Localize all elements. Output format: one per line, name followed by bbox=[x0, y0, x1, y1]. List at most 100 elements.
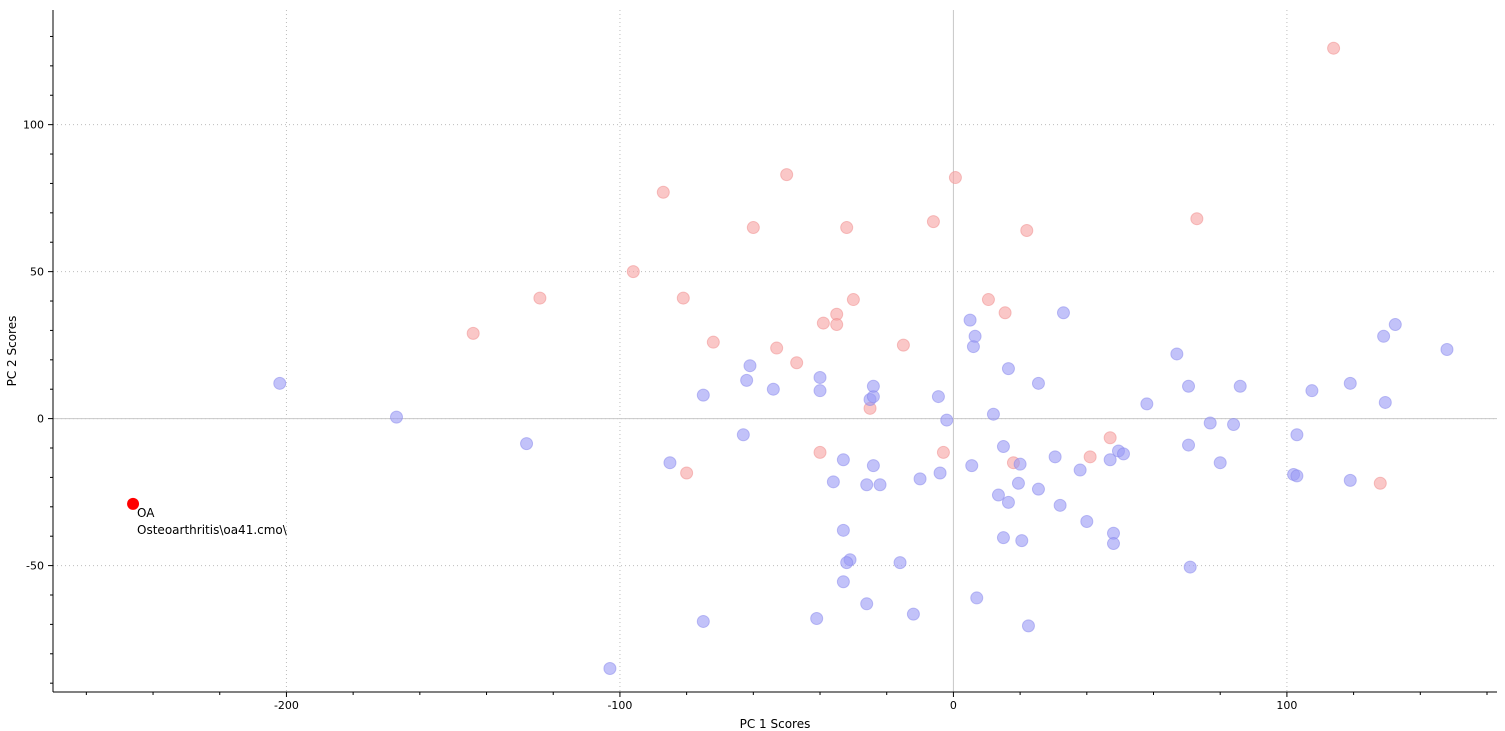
data-point bbox=[1203, 416, 1217, 430]
data-point bbox=[1053, 498, 1067, 512]
data-point bbox=[998, 306, 1012, 320]
data-point bbox=[1021, 619, 1035, 633]
data-point bbox=[836, 523, 850, 537]
data-point bbox=[696, 388, 710, 402]
data-point bbox=[1116, 447, 1130, 461]
highlighted-point-group: OA Osteoarthritis\oa41.cmo\ bbox=[127, 497, 288, 537]
data-point bbox=[970, 591, 984, 605]
data-points bbox=[273, 41, 1454, 675]
data-point bbox=[1440, 343, 1454, 357]
data-point bbox=[816, 316, 830, 330]
data-point bbox=[940, 413, 954, 427]
data-point bbox=[603, 661, 617, 675]
data-point bbox=[706, 335, 720, 349]
data-point bbox=[813, 445, 827, 459]
data-point bbox=[1013, 457, 1027, 471]
data-point bbox=[743, 359, 757, 373]
data-point bbox=[1080, 515, 1094, 528]
data-point bbox=[813, 370, 827, 384]
data-point bbox=[1378, 395, 1392, 409]
data-point bbox=[1182, 438, 1196, 452]
data-point bbox=[273, 376, 287, 390]
data-point bbox=[996, 531, 1010, 545]
data-point bbox=[1103, 431, 1117, 445]
highlight-label-file: Osteoarthritis\oa41.cmo\ bbox=[137, 523, 288, 537]
data-point bbox=[1031, 482, 1045, 496]
y-axis-title: PC 2 Scores bbox=[5, 316, 19, 387]
data-point bbox=[736, 428, 750, 442]
data-point bbox=[986, 407, 1000, 421]
data-point bbox=[866, 379, 880, 393]
data-point bbox=[813, 384, 827, 398]
data-point bbox=[1015, 534, 1029, 548]
data-point bbox=[520, 437, 534, 451]
y-tick-label: 100 bbox=[23, 119, 44, 132]
data-point bbox=[1056, 306, 1070, 320]
data-point bbox=[1020, 223, 1034, 237]
data-point bbox=[860, 478, 874, 492]
x-axis-title: PC 1 Scores bbox=[740, 717, 811, 731]
data-point bbox=[996, 440, 1010, 454]
data-point bbox=[1170, 347, 1184, 361]
data-point bbox=[740, 373, 754, 387]
data-point bbox=[1031, 376, 1045, 390]
data-point bbox=[1183, 560, 1197, 574]
data-point bbox=[1190, 212, 1204, 226]
data-point bbox=[1377, 329, 1391, 343]
data-point bbox=[896, 338, 910, 352]
data-point bbox=[1073, 463, 1087, 477]
data-point bbox=[836, 575, 850, 589]
data-point bbox=[931, 390, 945, 404]
data-point bbox=[926, 215, 940, 229]
data-point bbox=[1083, 450, 1097, 464]
data-point bbox=[991, 488, 1005, 502]
axes bbox=[48, 10, 1497, 697]
highlight-label-class: OA bbox=[137, 506, 155, 520]
data-point bbox=[981, 293, 995, 307]
tick-labels: -200 -100 0 100 -50 0 50 100 bbox=[23, 119, 1297, 712]
data-point bbox=[826, 475, 840, 489]
y-tick-label: 50 bbox=[30, 266, 44, 279]
data-point bbox=[1213, 456, 1227, 470]
data-point bbox=[840, 556, 854, 570]
data-point bbox=[770, 341, 784, 355]
data-point bbox=[963, 313, 977, 327]
data-point bbox=[780, 168, 794, 182]
data-point bbox=[1182, 379, 1196, 393]
data-point bbox=[913, 472, 927, 486]
data-point bbox=[1343, 376, 1357, 390]
highlighted-point[interactable] bbox=[127, 497, 140, 510]
data-point bbox=[866, 459, 880, 473]
data-point bbox=[1305, 384, 1319, 398]
data-point bbox=[948, 171, 962, 185]
data-point bbox=[1388, 318, 1402, 332]
x-tick-label: -100 bbox=[607, 699, 632, 712]
data-point bbox=[1227, 417, 1241, 431]
data-point bbox=[860, 597, 874, 611]
data-point bbox=[906, 607, 920, 621]
data-point bbox=[1011, 476, 1025, 490]
data-point bbox=[1140, 397, 1154, 411]
data-point bbox=[933, 466, 947, 480]
y-tick-label: 0 bbox=[37, 413, 44, 426]
data-point bbox=[1373, 476, 1387, 490]
data-point bbox=[1001, 362, 1015, 376]
data-point bbox=[968, 329, 982, 343]
data-point bbox=[766, 382, 780, 396]
data-point bbox=[790, 356, 804, 370]
x-tick-label: 100 bbox=[1276, 699, 1297, 712]
data-point bbox=[676, 291, 690, 305]
zero-lines bbox=[53, 10, 1497, 692]
data-point bbox=[965, 459, 979, 473]
data-point bbox=[626, 265, 640, 279]
data-point bbox=[830, 318, 844, 332]
x-tick-label: -200 bbox=[274, 699, 299, 712]
data-point bbox=[846, 293, 860, 307]
data-point bbox=[1290, 428, 1304, 442]
data-point bbox=[1103, 453, 1117, 467]
data-point bbox=[696, 614, 710, 628]
data-point bbox=[873, 478, 887, 492]
data-point bbox=[1001, 495, 1015, 509]
data-point bbox=[1343, 473, 1357, 487]
